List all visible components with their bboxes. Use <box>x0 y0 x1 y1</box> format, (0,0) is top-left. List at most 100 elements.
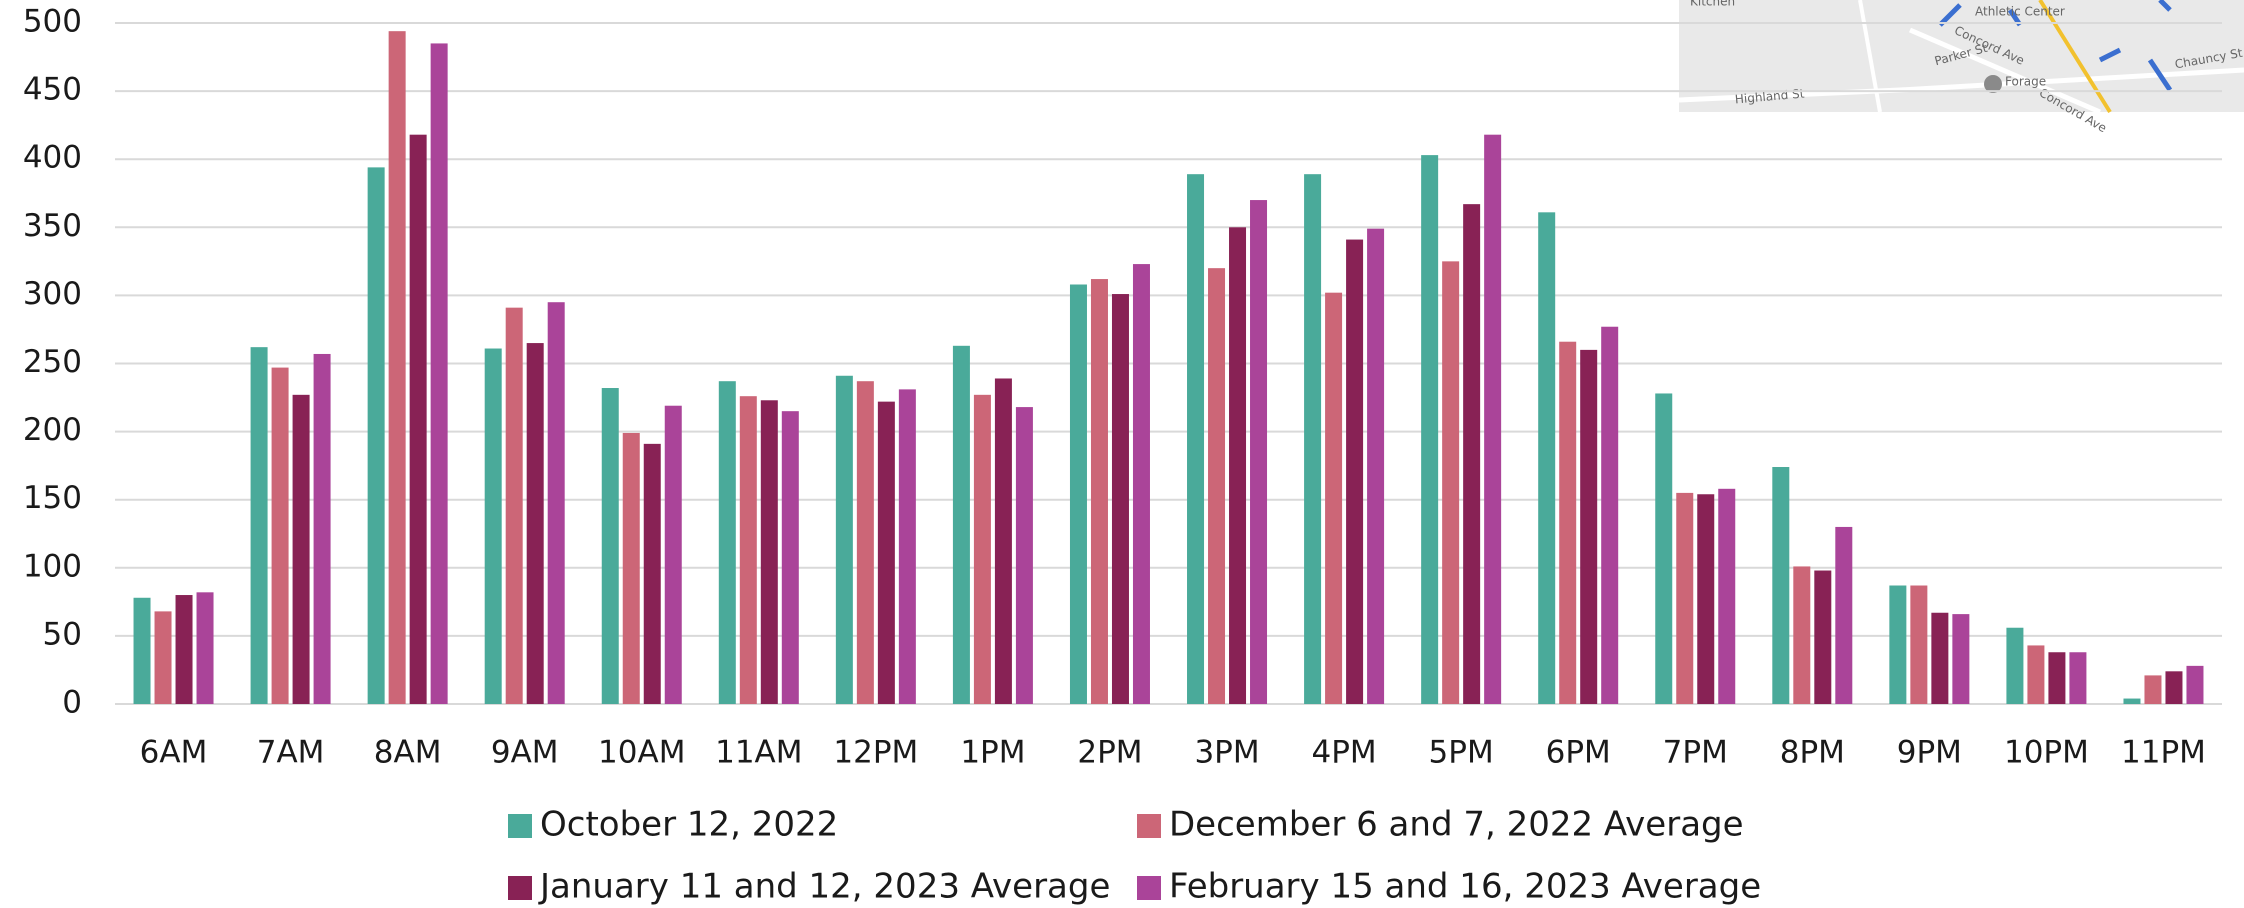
bar <box>952 345 970 704</box>
map-road <box>1909 27 2101 115</box>
bar <box>1655 393 1673 704</box>
x-tick-label: 6PM <box>1546 735 1611 771</box>
x-tick-label: 12PM <box>833 735 918 771</box>
x-tick-label: 5PM <box>1429 735 1494 771</box>
bar <box>547 302 565 704</box>
bar <box>250 347 268 704</box>
bar <box>1325 292 1343 704</box>
bar <box>643 443 661 704</box>
x-tick-label: 7PM <box>1663 735 1728 771</box>
y-tick-label: 450 <box>23 72 82 108</box>
bar <box>664 405 682 704</box>
bar <box>271 367 289 704</box>
map-road <box>1678 67 2244 103</box>
bar <box>1463 204 1481 704</box>
legend-swatch <box>1137 876 1161 900</box>
y-tick-label: 200 <box>23 412 82 448</box>
x-tick-label: 3PM <box>1194 735 1259 771</box>
y-tick-label: 150 <box>23 480 82 516</box>
bar <box>2144 675 2162 704</box>
x-tick-label: 10PM <box>2004 735 2089 771</box>
bar <box>1304 174 1322 704</box>
bar <box>1814 570 1832 704</box>
bar <box>1069 284 1087 704</box>
bar <box>2186 665 2204 704</box>
x-tick-label: 8AM <box>374 735 442 771</box>
x-tick-label: 9AM <box>491 735 559 771</box>
legend-label: December 6 and 7, 2022 Average <box>1169 805 1744 845</box>
bar <box>1229 227 1247 705</box>
bar <box>292 394 310 704</box>
bar <box>2006 627 2024 704</box>
x-tick-label: 7AM <box>257 735 325 771</box>
map-label: Athletic Center <box>1975 5 2065 19</box>
bar <box>2069 652 2087 704</box>
bar <box>1484 134 1502 704</box>
bar <box>1952 614 1970 704</box>
bar <box>1559 341 1577 704</box>
bar <box>1718 488 1736 704</box>
map-road <box>1858 0 1882 113</box>
bar <box>1442 261 1460 704</box>
y-tick-label: 100 <box>23 548 82 584</box>
x-tick-label: 11PM <box>2121 735 2206 771</box>
x-tick-label: 1PM <box>960 735 1025 771</box>
bar <box>409 134 427 704</box>
bar <box>388 31 406 705</box>
map-road <box>2038 0 2112 114</box>
bar <box>1346 239 1364 705</box>
x-tick-label: 2PM <box>1077 735 1142 771</box>
bar <box>1015 407 1033 704</box>
bar <box>1187 174 1205 704</box>
x-tick-label: 10AM <box>598 735 685 771</box>
bar <box>601 388 619 704</box>
bar <box>1931 612 1949 704</box>
bar <box>739 396 757 704</box>
bar <box>1772 467 1790 704</box>
bar <box>1601 326 1619 704</box>
y-tick-label: 400 <box>23 140 82 176</box>
bar <box>877 401 895 704</box>
bar <box>1910 585 1928 704</box>
y-tick-label: 500 <box>23 4 82 40</box>
bar <box>1421 155 1439 704</box>
map-arrow <box>1938 0 2173 92</box>
x-tick-label: 6AM <box>140 735 208 771</box>
bar <box>856 381 874 704</box>
map-label: Kitchen <box>1690 0 1735 9</box>
y-tick-label: 50 <box>43 616 82 652</box>
bar <box>994 378 1012 704</box>
bar <box>760 400 778 704</box>
bar <box>973 394 991 704</box>
bar <box>1835 526 1853 704</box>
bar <box>367 167 385 704</box>
bar <box>526 343 544 704</box>
bar <box>898 389 916 704</box>
map-pin <box>1984 75 2002 93</box>
bar <box>1250 200 1268 704</box>
bar <box>2048 652 2066 704</box>
x-tick-label: 9PM <box>1897 735 1962 771</box>
bar <box>505 307 523 704</box>
bar <box>2027 645 2045 704</box>
bar <box>1676 492 1694 704</box>
bar <box>133 597 151 704</box>
bar <box>175 595 193 704</box>
bar <box>1132 264 1150 704</box>
map-label: Forage <box>2005 75 2046 89</box>
bar <box>1367 228 1385 705</box>
x-tick-label: 8PM <box>1780 735 1845 771</box>
y-tick-label: 250 <box>23 344 82 380</box>
bar <box>313 353 331 704</box>
y-tick-label: 350 <box>23 208 82 244</box>
legend-swatch <box>1137 814 1161 838</box>
bar <box>1580 349 1598 704</box>
bar <box>1111 294 1129 704</box>
bar <box>1697 494 1715 704</box>
bar <box>1538 212 1556 704</box>
bar <box>1793 566 1811 704</box>
bar <box>430 43 448 705</box>
legend-swatch <box>508 814 532 838</box>
